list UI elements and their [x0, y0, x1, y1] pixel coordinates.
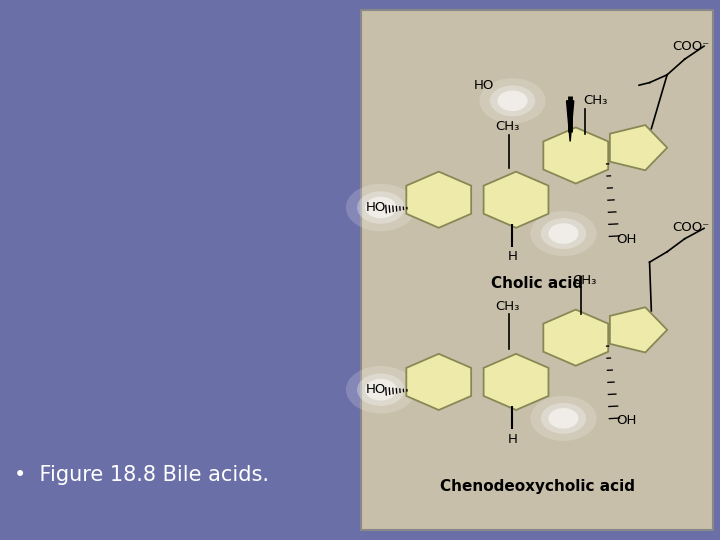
Text: Chenodeoxycholic acid: Chenodeoxycholic acid [440, 478, 634, 494]
Ellipse shape [549, 224, 579, 244]
Text: HO: HO [365, 201, 386, 214]
Polygon shape [484, 172, 549, 228]
Polygon shape [610, 307, 667, 353]
Text: HO: HO [365, 383, 386, 396]
Ellipse shape [357, 191, 405, 224]
Ellipse shape [346, 366, 415, 414]
Ellipse shape [365, 379, 397, 401]
Text: CH₃: CH₃ [495, 300, 519, 313]
Polygon shape [406, 354, 471, 410]
Ellipse shape [531, 211, 597, 256]
FancyBboxPatch shape [361, 10, 713, 530]
Text: •  Figure 18.8 Bile acids.: • Figure 18.8 Bile acids. [14, 465, 269, 485]
Ellipse shape [346, 184, 415, 231]
Ellipse shape [541, 403, 586, 434]
Text: CH₃: CH₃ [582, 94, 607, 107]
Ellipse shape [531, 396, 597, 441]
Ellipse shape [357, 374, 405, 406]
Text: CH₃: CH₃ [572, 274, 597, 287]
Ellipse shape [549, 408, 579, 429]
Text: COO⁻: COO⁻ [672, 39, 709, 53]
Text: OH: OH [616, 415, 637, 428]
Text: COO⁻: COO⁻ [672, 221, 709, 234]
Text: H: H [508, 433, 517, 446]
Text: H: H [508, 251, 517, 264]
Polygon shape [610, 125, 667, 170]
Ellipse shape [480, 78, 546, 124]
Ellipse shape [365, 197, 397, 218]
Text: Cholic acid: Cholic acid [491, 275, 583, 291]
Polygon shape [406, 172, 471, 228]
Polygon shape [544, 309, 608, 366]
Ellipse shape [490, 85, 535, 116]
Text: OH: OH [616, 233, 637, 246]
Text: HO: HO [474, 79, 495, 92]
Ellipse shape [498, 91, 528, 111]
Polygon shape [484, 354, 549, 410]
Ellipse shape [541, 218, 586, 249]
Text: CH₃: CH₃ [495, 120, 519, 133]
Polygon shape [544, 127, 608, 184]
Polygon shape [567, 101, 574, 141]
